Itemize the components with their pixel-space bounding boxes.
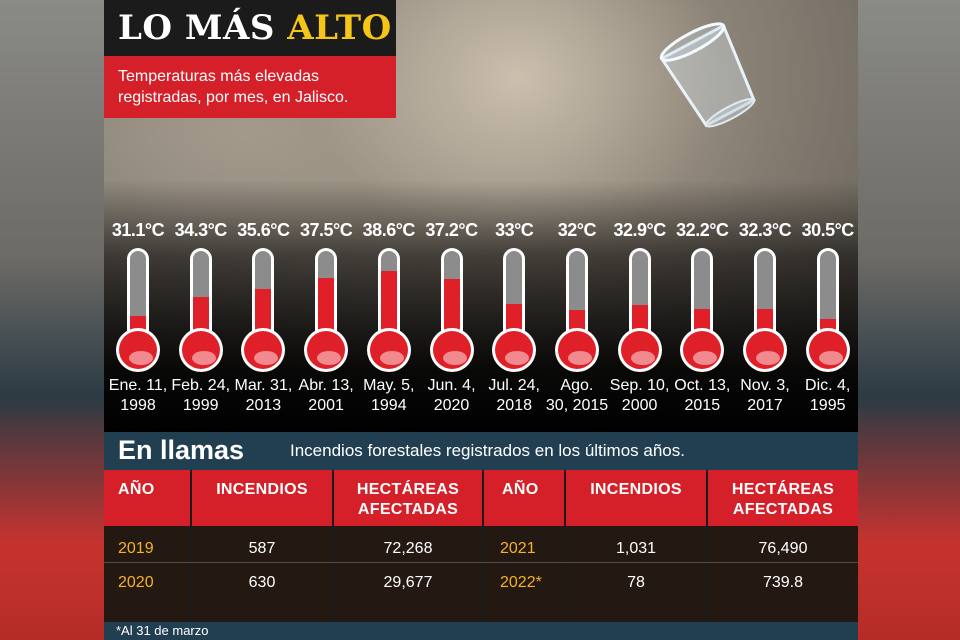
date-label: Jul. 24, 2018 — [488, 377, 540, 414]
date-label: Oct. 13, 2015 — [674, 377, 731, 414]
column-divider — [706, 470, 708, 622]
date-label: Ago. 30, 2015 — [545, 377, 609, 414]
temperature-label: 38.6°C — [362, 220, 416, 240]
thermometer-chart: 31.1°C Ene. 11, 1998 34.3°C Feb. 24, 1999 35.6… — [104, 218, 858, 424]
table-row-2022-area: 739.8 — [762, 574, 804, 591]
table-row-2019-year: 2019 — [118, 540, 154, 557]
header-fires-right: INCENDIOS — [566, 470, 706, 526]
header-area-right: HECTÁREAS AFECTADAS — [708, 470, 858, 526]
temperature-label: 31.1°C — [111, 220, 165, 240]
thermometer-icon — [554, 248, 599, 374]
temperature-label: 37.2°C — [425, 220, 478, 240]
thermometer-icon — [680, 248, 725, 374]
thermometer-3: 35.6°C Mar. 31, 2013 — [232, 218, 294, 416]
thermometer-12: 30.5°C Dic. 4, 1995 — [797, 218, 858, 416]
thermometer-2: 34.3°C Feb. 24, 1999 — [170, 218, 232, 416]
temperature-label: 30.5°C — [801, 220, 855, 240]
thermometer-icon — [805, 248, 850, 374]
temperature-label: 32.9°C — [613, 220, 666, 240]
footnote: *Al 31 de marzo — [116, 623, 209, 638]
table-row-2021-fires: 1,031 — [615, 540, 657, 557]
photo-shadow — [104, 180, 858, 432]
row-divider — [104, 562, 858, 563]
table-row-2020-area: 29,677 — [383, 574, 433, 591]
date-label: Ene. 11, 1998 — [108, 377, 168, 414]
temperature-label: 32.3°C — [738, 220, 792, 240]
thermometer-6: 37.2°C Jun. 4, 2020 — [421, 218, 483, 416]
temperature-label: 37.5°C — [299, 220, 353, 240]
thermometer-icon — [743, 248, 787, 374]
subtitle-box: Temperaturas más elevadas registradas, p… — [104, 56, 396, 118]
table-row-2020-year: 2020 — [118, 574, 154, 591]
date-label: Feb. 24, 1999 — [171, 377, 231, 414]
date-label: Mar. 31, 2013 — [234, 377, 293, 414]
thermometer-10: 32.2°C Oct. 13, 2015 — [671, 218, 733, 416]
column-divider — [190, 470, 192, 622]
thermometer-icon — [116, 248, 160, 374]
table-row-2021-year: 2021 — [500, 540, 536, 557]
page-title: LO MÁS ALTO — [118, 8, 392, 48]
temperature-label: 34.3°C — [174, 220, 228, 240]
header-fires-left: INCENDIOS — [192, 470, 332, 526]
temperature-label: 32°C — [557, 220, 597, 240]
date-label: Nov. 3, 2017 — [740, 377, 790, 414]
thermometer-icon — [178, 248, 223, 374]
infographic: LO MÁS ALTO Temperaturas más elevadas re… — [104, 0, 858, 640]
temperature-label: 32.2°C — [676, 220, 729, 240]
temperature-label: 35.6°C — [237, 220, 290, 240]
thermometer-icon — [366, 248, 411, 374]
table-row-2022-year: 2022* — [500, 574, 542, 591]
glass-icon — [659, 22, 756, 128]
date-label: Sep. 10, 2000 — [609, 377, 670, 414]
fires-title: En llamas — [118, 435, 245, 465]
date-label: Jun. 4, 2020 — [427, 377, 476, 414]
thermometer-icon — [617, 248, 662, 374]
table-row-2019-fires: 587 — [248, 540, 276, 557]
date-label: Abr. 13, 2001 — [298, 377, 354, 414]
column-divider — [564, 470, 566, 622]
thermometer-icon — [241, 248, 286, 374]
fires-header-band: En llamas Incendios forestales registrad… — [104, 432, 858, 470]
thermometer-8: 32°C Ago. 30, 2015 — [546, 218, 608, 416]
thermometer-7: 33°C Jul. 24, 2018 — [483, 218, 545, 416]
table-row-2022-fires: 78 — [627, 574, 645, 591]
chart-subtitle: Temperaturas más elevadas registradas, p… — [118, 68, 349, 106]
thermometer-4: 37.5°C Abr. 13, 2001 — [295, 218, 357, 416]
table-row-2021-area: 76,490 — [758, 540, 808, 557]
thermometer-9: 32.9°C Sep. 10, 2000 — [609, 218, 671, 416]
header-year-left: AÑO — [104, 470, 190, 526]
thermometer-11: 32.3°C Nov. 3, 2017 — [734, 218, 796, 416]
title-box: LO MÁS ALTO — [104, 0, 396, 56]
fires-subtitle: Incendios forestales registrados en los … — [290, 441, 685, 460]
thermometer-1: 31.1°C Ene. 11, 1998 — [107, 218, 169, 416]
header-area-left: HECTÁREAS AFECTADAS — [334, 470, 482, 526]
column-divider — [482, 470, 484, 622]
thermometer-5: 38.6°C May. 5, 1994 — [358, 218, 420, 416]
background-right — [858, 0, 960, 640]
thermometer-icon — [304, 248, 349, 374]
date-label: Dic. 4, 1995 — [805, 377, 851, 414]
temperature-bar — [380, 271, 397, 346]
footnote-bar: *Al 31 de marzo — [104, 622, 858, 640]
temperature-label: 33°C — [495, 220, 534, 240]
thermometer-icon — [429, 248, 474, 374]
table-row-2020-fires: 630 — [248, 574, 276, 591]
fires-table: AÑO INCENDIOS HECTÁREAS AFECTADAS AÑO INC… — [104, 470, 858, 622]
header-year-right: AÑO — [484, 470, 564, 526]
date-label: May. 5, 1994 — [363, 377, 415, 414]
column-divider — [332, 470, 334, 622]
thermometer-icon — [492, 248, 537, 374]
background-left — [0, 0, 104, 640]
table-row-2019-area: 72,268 — [383, 540, 433, 557]
